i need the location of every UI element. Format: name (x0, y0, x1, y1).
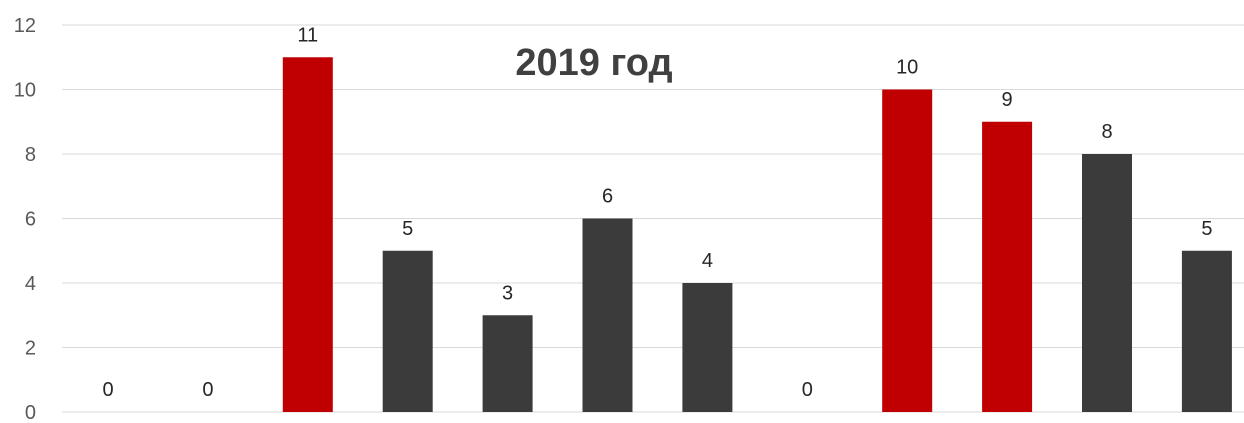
bar (482, 315, 533, 412)
bar (1181, 250, 1232, 412)
data-label: 0 (102, 379, 113, 401)
chart-title: 2019 год (515, 42, 672, 84)
y-tick-label: 6 (25, 209, 36, 231)
bar (582, 218, 633, 412)
bar (882, 89, 933, 412)
data-labels: 0 0 11 5 3 6 4 0 10 9 8 5 (102, 24, 1212, 401)
data-label: 11 (297, 24, 318, 46)
data-label: 5 (1201, 218, 1212, 240)
data-label: 5 (402, 218, 413, 240)
data-label: 3 (502, 282, 513, 304)
y-tick-label: 8 (25, 144, 36, 166)
data-label: 0 (802, 379, 813, 401)
y-axis-ticks: 0 2 4 6 8 10 12 (14, 15, 36, 423)
data-label: 9 (1002, 89, 1013, 111)
y-tick-label: 10 (14, 80, 36, 102)
data-label: 8 (1101, 121, 1112, 143)
data-label: 0 (202, 379, 213, 401)
data-label: 10 (896, 57, 918, 79)
bar (282, 57, 333, 412)
y-tick-label: 2 (25, 338, 36, 360)
y-tick-label: 0 (25, 402, 36, 423)
bar (1082, 154, 1132, 412)
y-tick-label: 12 (14, 15, 36, 37)
bar (382, 250, 433, 412)
data-label: 4 (702, 250, 713, 272)
data-label: 6 (602, 186, 613, 208)
gridlines (62, 24, 1244, 413)
bar (682, 283, 733, 412)
y-tick-label: 4 (25, 273, 36, 295)
bar (982, 121, 1033, 412)
bars (282, 57, 1232, 412)
